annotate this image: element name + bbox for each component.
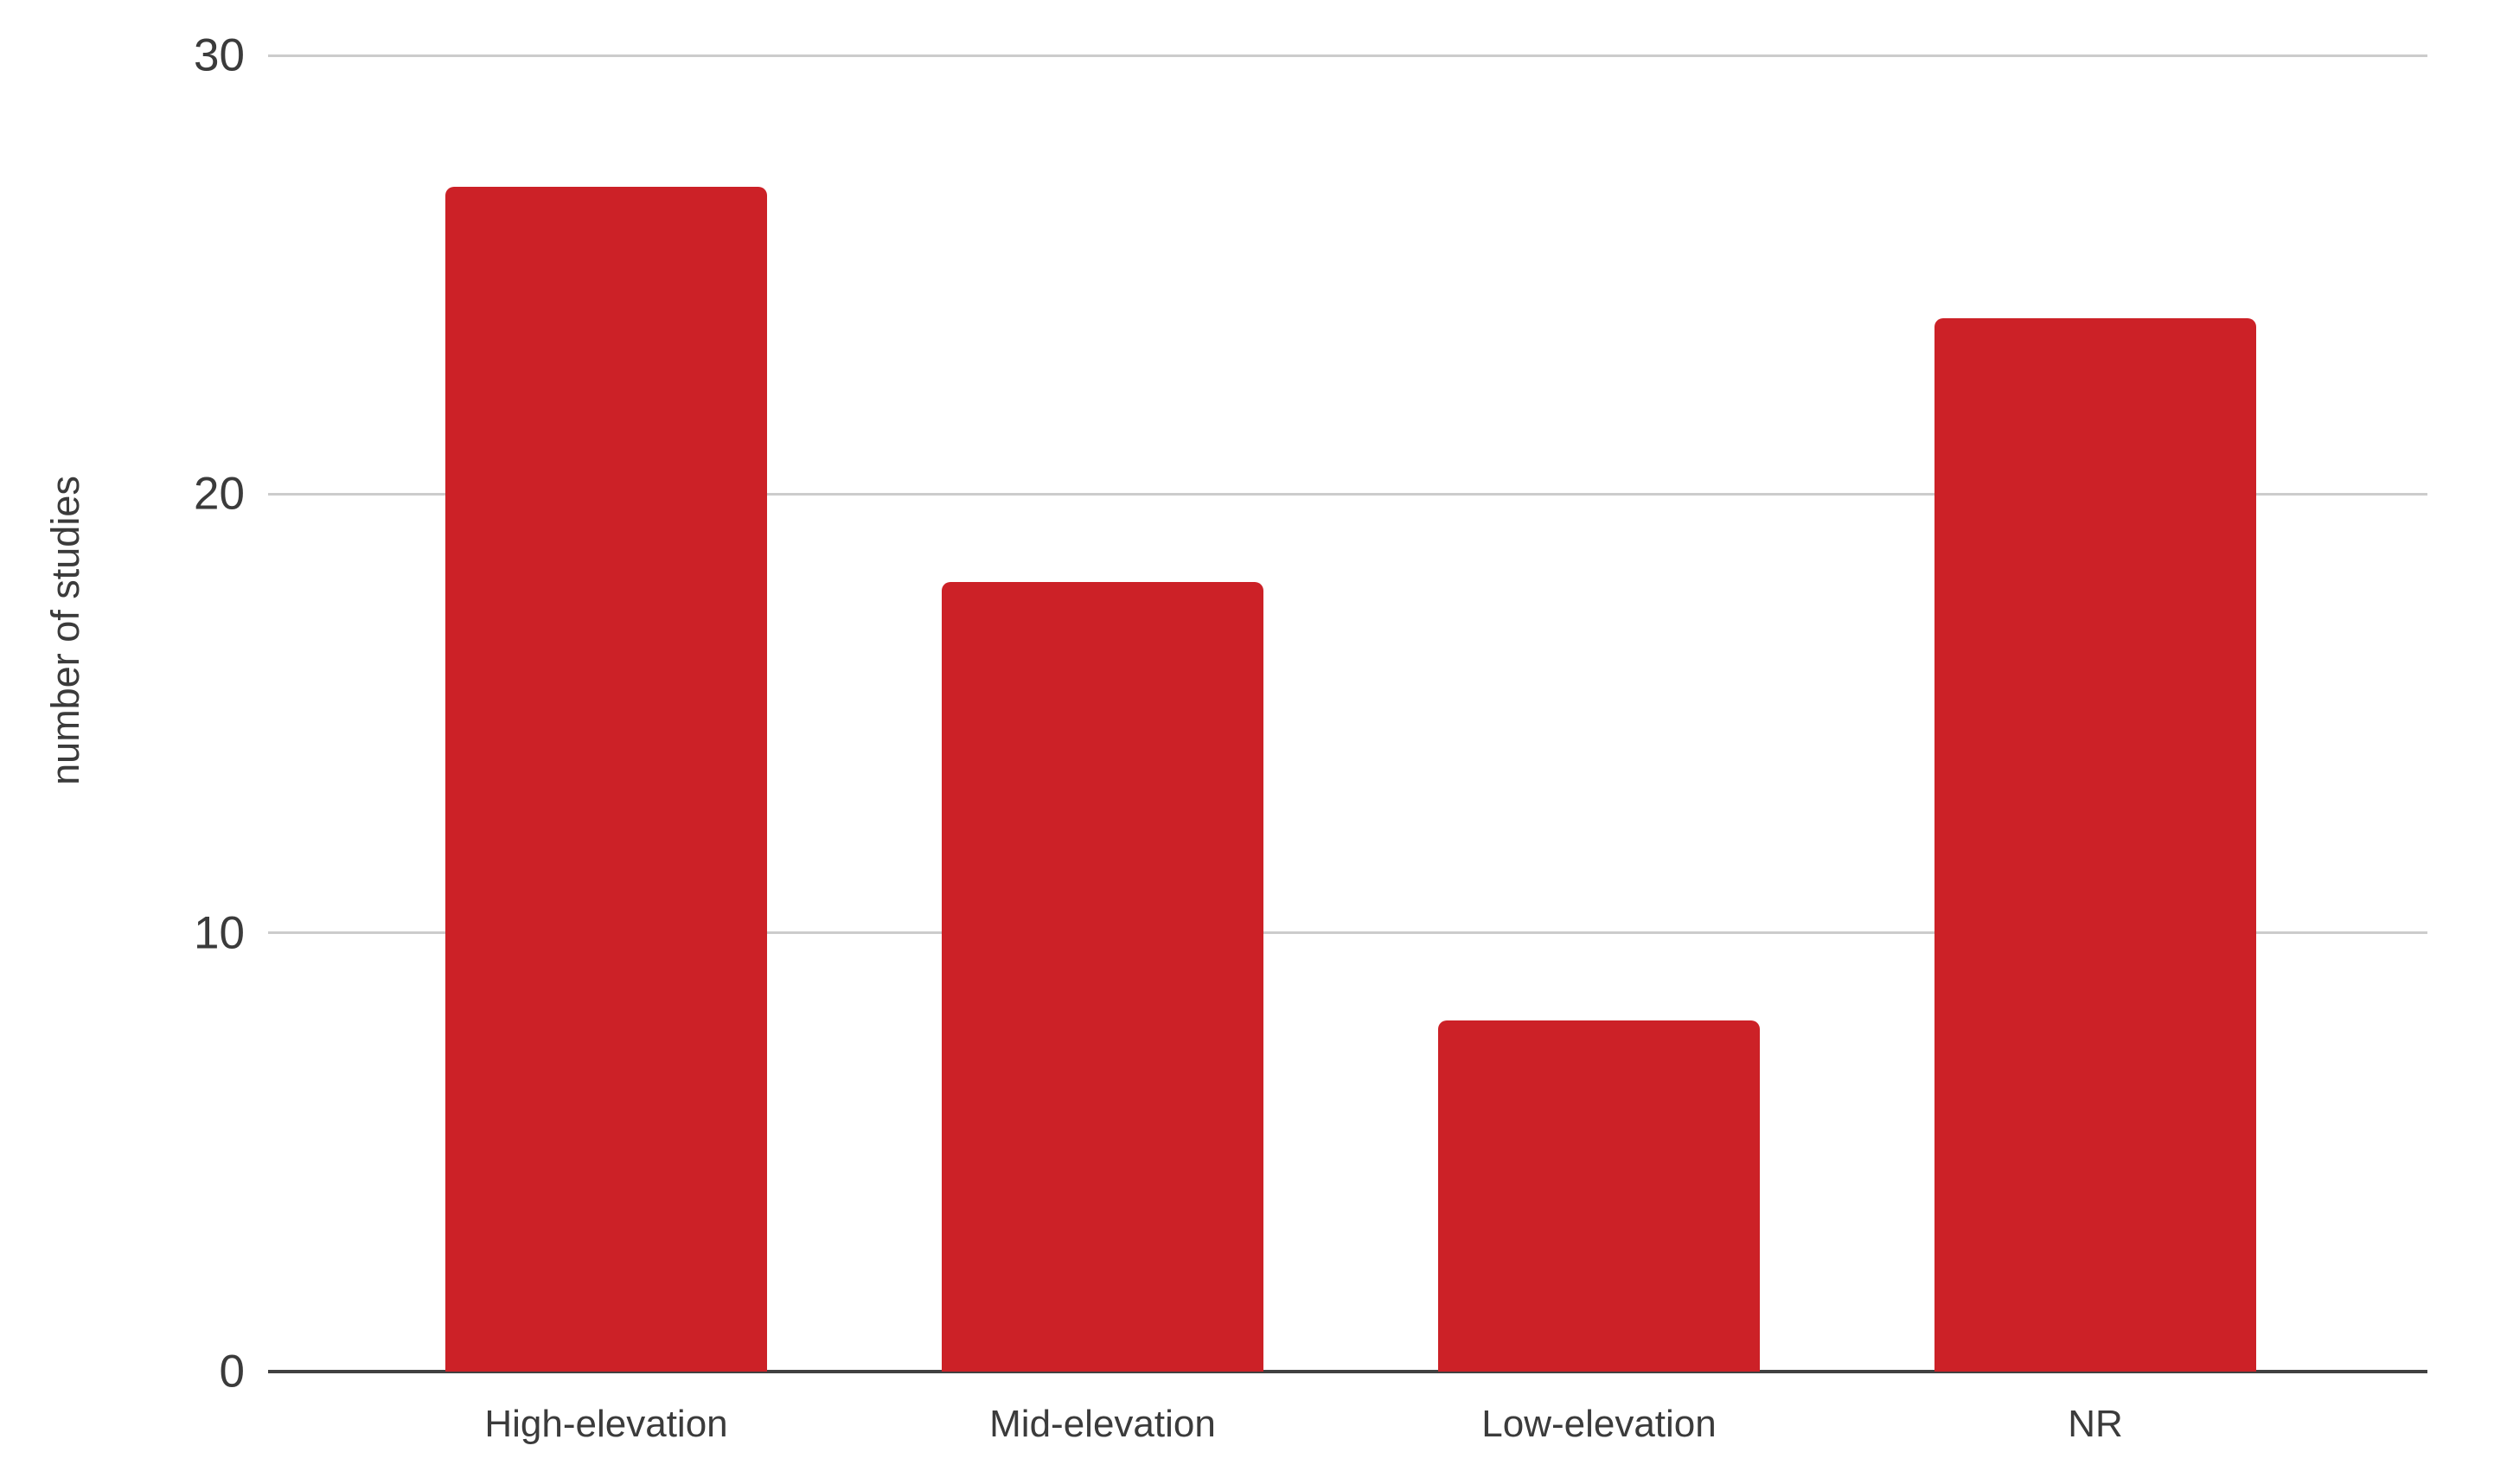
x-category-label-high-elevation: High-elevation xyxy=(484,1403,728,1445)
x-category-label-mid-elevation: Mid-elevation xyxy=(989,1403,1216,1445)
y-tick-label-10: 10 xyxy=(194,907,245,959)
y-axis-title: number of studies xyxy=(43,476,87,785)
y-tick-label-20: 20 xyxy=(194,468,245,520)
bar-low-elevation xyxy=(1438,1020,1760,1372)
y-tick-label-30: 30 xyxy=(194,29,245,81)
x-category-label-nr: NR xyxy=(2068,1403,2123,1445)
x-axis-line xyxy=(268,1370,2427,1373)
bar-mid-elevation xyxy=(942,581,1263,1372)
bar-high-elevation xyxy=(445,187,767,1372)
gridline-10 xyxy=(268,931,2427,935)
gridline-20 xyxy=(268,492,2427,496)
y-tick-label-0: 0 xyxy=(219,1346,245,1398)
gridline-30 xyxy=(268,54,2427,57)
bar-nr xyxy=(1934,318,2256,1372)
x-category-label-low-elevation: Low-elevation xyxy=(1481,1403,1717,1445)
